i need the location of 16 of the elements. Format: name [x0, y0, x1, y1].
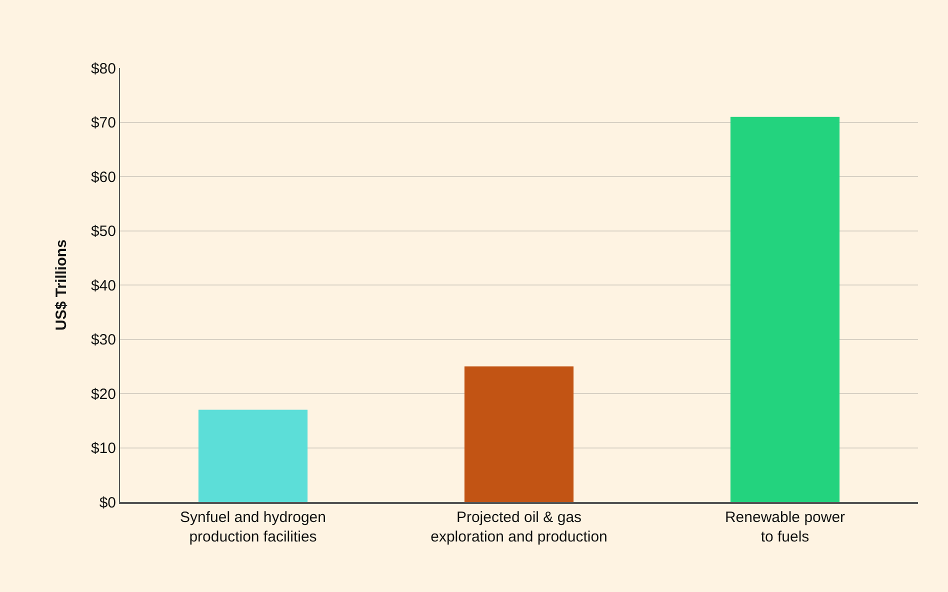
y-tick-label: $80: [90, 60, 116, 78]
y-tick-label: $50: [90, 223, 116, 240]
y-tick-label: $40: [90, 277, 116, 294]
y-tick-label: $20: [90, 386, 116, 403]
y-tick-label: $0: [99, 494, 116, 512]
bar: [464, 366, 574, 502]
x-tick-label: Renewable power to fuels: [724, 508, 846, 546]
y-tick-label: $60: [90, 168, 116, 186]
y-tick-label: $10: [90, 440, 116, 457]
bar: [730, 116, 840, 502]
x-tick-label: Projected oil & gas exploration and production: [430, 508, 608, 546]
bar: [198, 410, 308, 502]
y-tick-label: $70: [90, 114, 116, 132]
y-axis-title: US$ Trillions: [53, 240, 70, 330]
y-tick-label: $30: [90, 332, 116, 348]
x-tick-label: Synfuel and hydrogen production facilities: [180, 508, 326, 546]
